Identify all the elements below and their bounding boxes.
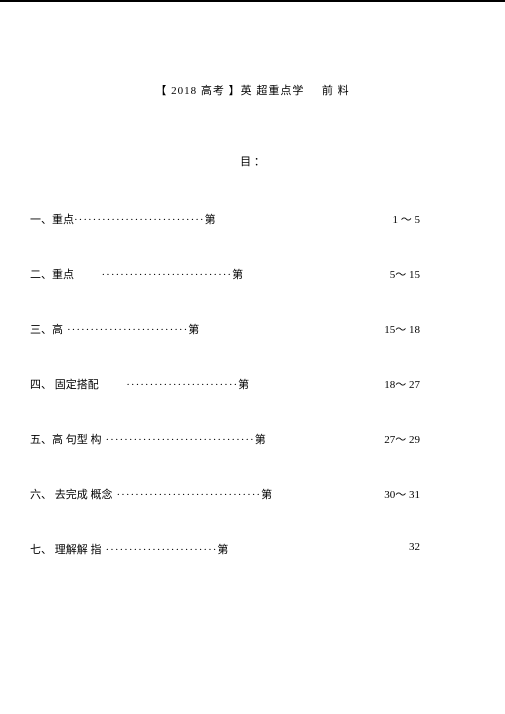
title-bracket-open: 【 bbox=[155, 82, 167, 98]
toc-page: 15～ 18 bbox=[384, 321, 420, 337]
toc-row: 五、高 句型 构 ·······························… bbox=[30, 431, 475, 446]
toc-label: 二、重点 bbox=[30, 266, 74, 282]
toc-label: 一、重点 bbox=[30, 211, 74, 227]
toc-dots: ································ bbox=[106, 434, 255, 446]
toc-page: 30～ 31 bbox=[384, 486, 420, 502]
toc-row: 一、重点 ···························· 第 1 ～ … bbox=[30, 211, 475, 226]
toc-mid: 第 bbox=[205, 211, 216, 227]
title-year: 2018 高考 bbox=[171, 82, 225, 98]
toc-label: 四、 固定搭配 bbox=[30, 376, 99, 392]
toc-mid: 第 bbox=[238, 376, 249, 392]
toc-page: 5～ 15 bbox=[390, 266, 420, 282]
toc-row: 七、 理解解 指 ························ 第 32 bbox=[30, 541, 475, 556]
toc-page: 27～ 29 bbox=[384, 431, 420, 447]
toc-dots: ···························· bbox=[74, 214, 205, 226]
toc-row: 三、高 ·························· 第 15～ 18 bbox=[30, 321, 475, 336]
toc-mid: 第 bbox=[255, 431, 266, 447]
toc-label: 七、 理解解 指 bbox=[30, 541, 102, 557]
toc-pre-space bbox=[74, 269, 102, 281]
toc-dots: ························ bbox=[106, 544, 218, 556]
toc-dots: ·························· bbox=[67, 324, 188, 336]
toc-mid: 第 bbox=[188, 321, 199, 337]
toc-mid: 第 bbox=[261, 486, 272, 502]
table-of-contents: 一、重点 ···························· 第 1 ～ … bbox=[30, 211, 475, 556]
toc-row: 六、 去完成 概念 ······························… bbox=[30, 486, 475, 501]
toc-dots: ························ bbox=[126, 379, 238, 391]
toc-mid: 第 bbox=[217, 541, 228, 557]
toc-label: 五、高 句型 构 bbox=[30, 431, 102, 447]
toc-label: 三、高 bbox=[30, 321, 63, 337]
title-bracket-close: 】英 超重点学 bbox=[229, 82, 305, 98]
toc-dots: ···························· bbox=[102, 269, 233, 281]
document-title: 【 2018 高考 】英 超重点学 前 料 bbox=[30, 82, 475, 98]
toc-row: 二、重点 ···························· 第 5～ 1… bbox=[30, 266, 475, 281]
toc-page: 32 bbox=[409, 541, 420, 553]
toc-label: 六、 去完成 概念 bbox=[30, 486, 113, 502]
toc-page: 18～ 27 bbox=[384, 376, 420, 392]
toc-page: 1 ～ 5 bbox=[393, 211, 421, 227]
toc-pre-space bbox=[99, 379, 127, 391]
toc-dots: ······························· bbox=[117, 489, 262, 501]
toc-row: 四、 固定搭配 ························ 第 18～ 2… bbox=[30, 376, 475, 391]
toc-mid: 第 bbox=[232, 266, 243, 282]
title-suffix: 前 料 bbox=[322, 82, 350, 98]
toc-heading: 目 ： bbox=[30, 153, 475, 169]
